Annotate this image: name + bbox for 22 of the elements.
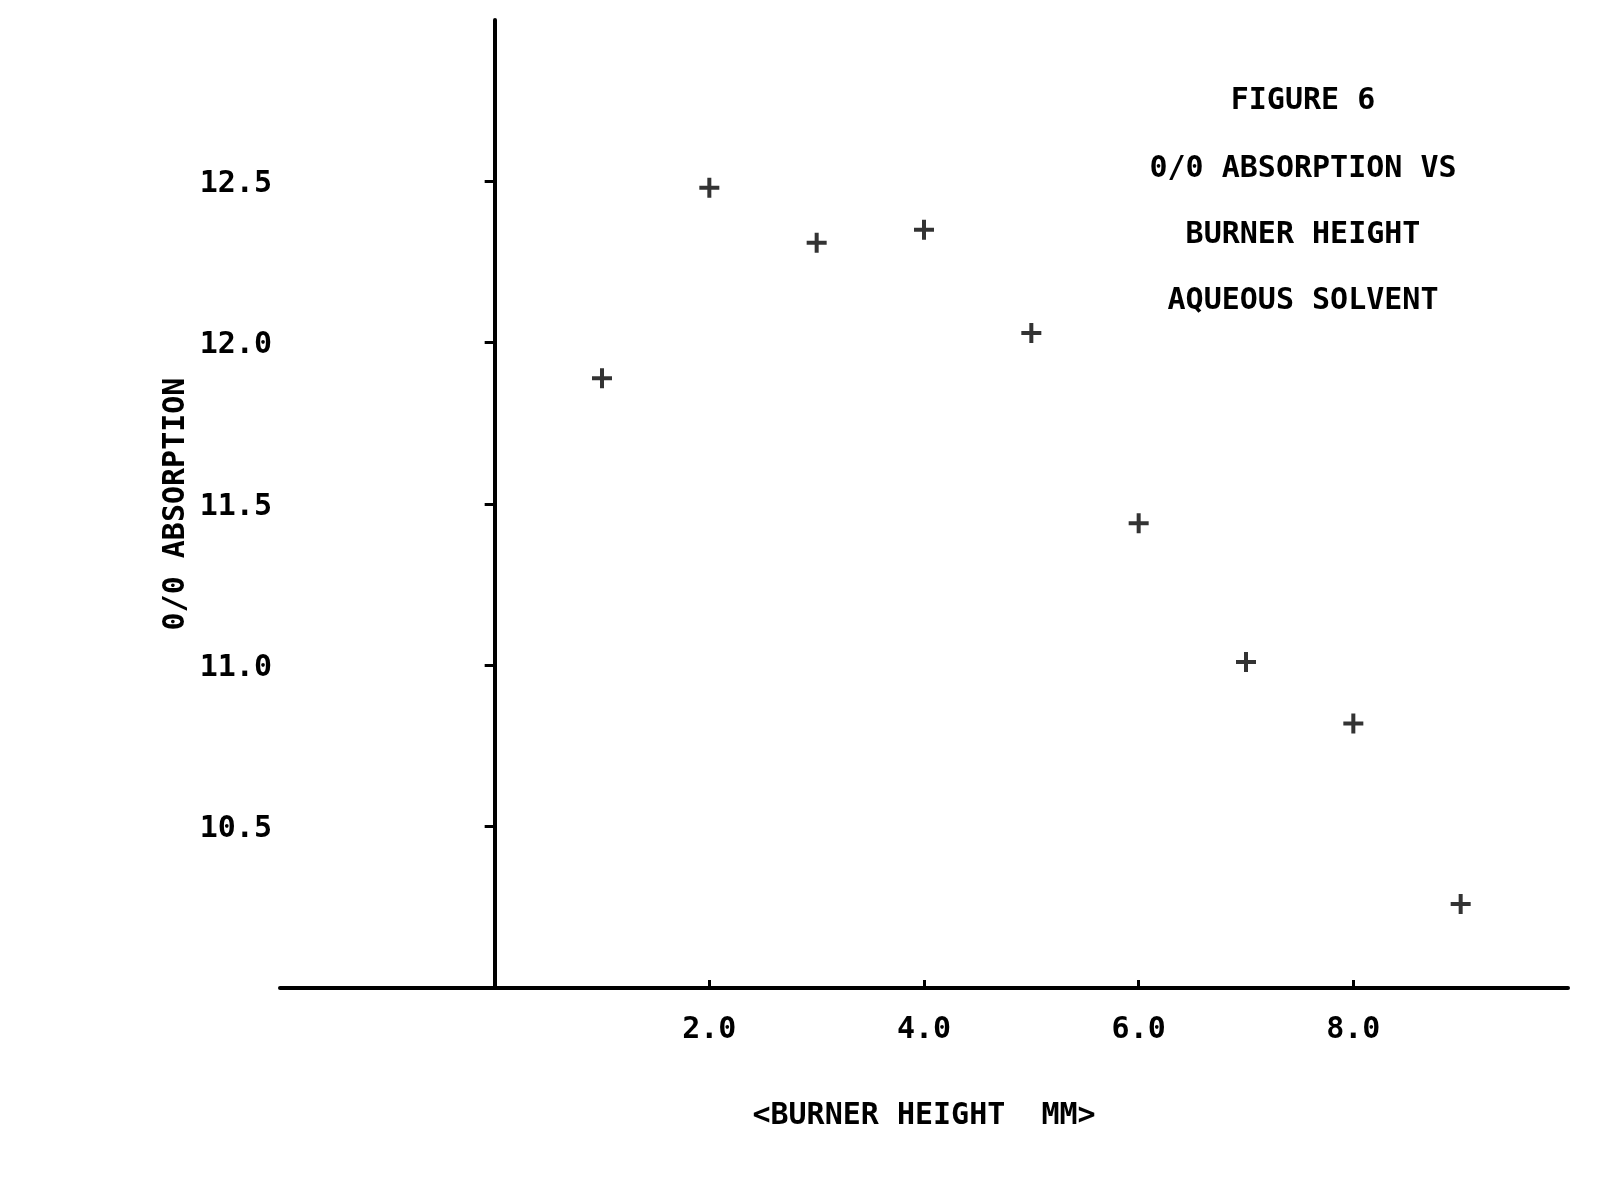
y-tick-label: 12.5: [199, 163, 272, 199]
point: [914, 219, 934, 240]
text: FIGURE 6: [1230, 80, 1376, 116]
y-tick-label: 11.0: [199, 647, 272, 683]
text: 0/0 ABSORPTION VS BURNER HEIGHT AQUEOUS SOLVENT: [1149, 148, 1457, 316]
y-axis-title: 0/0 ABSORPTION: [156, 377, 192, 631]
point: [1128, 513, 1149, 534]
y-tick-label: 10.5: [199, 809, 272, 845]
x-axis-title: <BURNER HEIGHT MM>: [752, 1095, 1096, 1131]
y-tick-label: 12.0: [199, 325, 272, 361]
point: [1236, 652, 1256, 673]
x-tick-label: 6.0: [1111, 1009, 1166, 1045]
x-tick-label: 2.0: [682, 1009, 737, 1045]
point: [806, 232, 827, 253]
point: [1021, 322, 1042, 343]
y-tick-label: 11.5: [199, 486, 272, 522]
x-tick-label: 4.0: [896, 1009, 952, 1045]
point: [699, 177, 720, 198]
point: [1450, 894, 1471, 915]
point: [592, 368, 612, 389]
x-tick-label: 8.0: [1326, 1009, 1381, 1045]
point: [1343, 713, 1364, 734]
